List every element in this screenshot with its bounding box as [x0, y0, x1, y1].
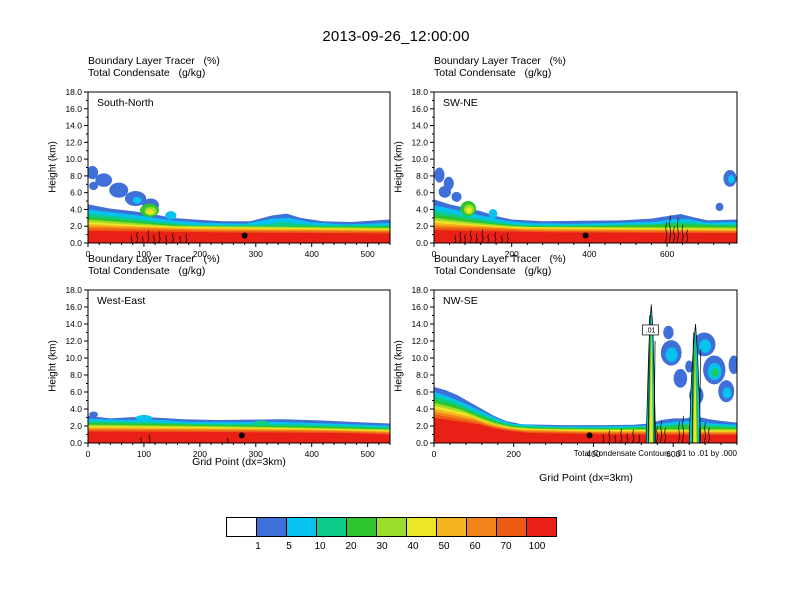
panel-title-south-north: South-North	[97, 97, 154, 109]
colorbar-cell	[346, 517, 377, 537]
condensate-footnote: Total Condensate Contours: .01 to .01 by…	[573, 449, 737, 458]
panel-title-nw-se: NW-SE	[443, 295, 478, 307]
panel-header-tracer: Boundary Layer Tracer (%)	[434, 55, 566, 67]
panel-header-tracer: Boundary Layer Tracer (%)	[88, 55, 220, 67]
x-axis-label: Grid Point (dx=3km)	[192, 456, 286, 468]
colorbar-cell	[376, 517, 407, 537]
colorbar-cell	[436, 517, 467, 537]
colorbar-cell	[286, 517, 317, 537]
panel-header-condensate: Total Condensate (g/kg)	[88, 265, 206, 277]
colorbar-label: 10	[314, 541, 326, 552]
panel-canvas-nw-se	[392, 282, 749, 465]
panel-title-west-east: West-East	[97, 295, 146, 307]
x-axis-label: Grid Point (dx=3km)	[539, 472, 633, 484]
colorbar-label: 50	[438, 541, 450, 552]
panel-canvas-south-north	[46, 84, 402, 265]
colorbar-label: 30	[376, 541, 388, 552]
colorbar-label: 5	[286, 541, 292, 552]
colorbar-cell	[496, 517, 527, 537]
colorbar-label: 20	[345, 541, 357, 552]
colorbar-label: 70	[500, 541, 512, 552]
colorbar-cell	[466, 517, 497, 537]
panel-title-sw-ne: SW-NE	[443, 97, 478, 109]
colorbar-cell	[316, 517, 347, 537]
colorbar-label: 1	[255, 541, 261, 552]
colorbar	[226, 517, 557, 537]
colorbar-cell	[256, 517, 287, 537]
panel-canvas-west-east	[46, 282, 402, 465]
panel-canvas-sw-ne	[392, 84, 749, 265]
panel-header-condensate: Total Condensate (g/kg)	[88, 67, 206, 79]
colorbar-cell	[226, 517, 257, 537]
panel-header-condensate: Total Condensate (g/kg)	[434, 67, 552, 79]
colorbar-label: 100	[528, 541, 546, 552]
figure-title: 2013-09-26_12:00:00	[322, 28, 470, 45]
colorbar-label: 40	[407, 541, 419, 552]
colorbar-cell	[526, 517, 557, 537]
colorbar-label: 60	[469, 541, 481, 552]
colorbar-cell	[406, 517, 437, 537]
panel-header-condensate: Total Condensate (g/kg)	[434, 265, 552, 277]
